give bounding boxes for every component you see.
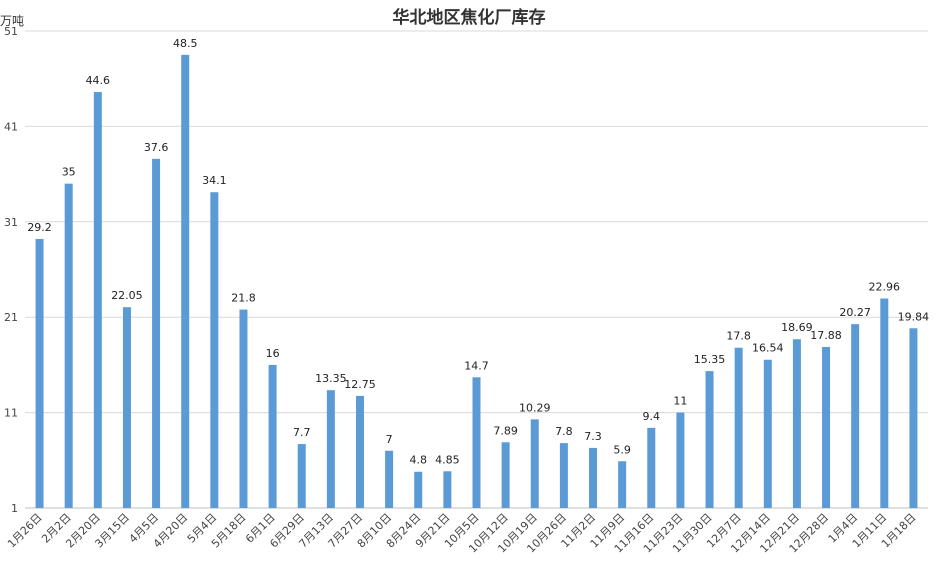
- data-label: 35: [62, 166, 76, 179]
- data-label: 5.9: [613, 443, 631, 456]
- bar: [705, 371, 714, 508]
- bar: [122, 307, 131, 508]
- data-label: 7.8: [555, 425, 573, 438]
- y-tick-label: 1: [11, 502, 18, 515]
- bars: [35, 54, 918, 509]
- data-label: 9.4: [643, 410, 661, 423]
- data-label: 7.7: [293, 426, 311, 439]
- data-label: 7: [386, 433, 393, 446]
- bar: [734, 347, 743, 508]
- bar: [414, 471, 423, 508]
- bar: [297, 444, 306, 508]
- x-axis-ticks: 1月26日2月2日2月20日3月15日4月5日4月20日5月4日5月18日6月1…: [5, 511, 918, 556]
- bar: [472, 377, 481, 508]
- data-label: 16: [266, 347, 280, 360]
- bar: [152, 158, 161, 508]
- data-label: 48.5: [173, 37, 198, 50]
- bar: [181, 54, 190, 508]
- bar: [909, 328, 918, 508]
- data-label: 17.88: [810, 329, 842, 342]
- chart-title: 华北地区焦化厂库存: [393, 7, 546, 28]
- data-label: 7.89: [493, 424, 518, 437]
- data-label: 15.35: [694, 353, 726, 366]
- data-label: 29.2: [27, 221, 52, 234]
- y-tick-label: 11: [4, 407, 18, 420]
- y-tick-label: 31: [4, 216, 18, 229]
- bar: [355, 395, 364, 508]
- data-label: 37.6: [144, 141, 169, 154]
- x-tick-label: 1月26日: [5, 511, 45, 551]
- bar: [64, 183, 73, 508]
- data-label: 44.6: [86, 74, 111, 87]
- data-label: 10.29: [519, 401, 551, 414]
- data-label: 18.69: [781, 321, 813, 334]
- y-tick-label: 41: [4, 120, 18, 133]
- data-label: 16.54: [752, 342, 784, 355]
- data-label: 11: [673, 395, 687, 408]
- data-label: 21.8: [231, 292, 256, 305]
- bar: [35, 238, 44, 509]
- data-label: 12.75: [344, 378, 376, 391]
- data-label: 7.3: [584, 430, 602, 443]
- bar: [385, 450, 394, 508]
- bar: [618, 461, 627, 508]
- bar: [559, 443, 568, 508]
- data-label: 17.8: [726, 330, 751, 343]
- data-label: 34.1: [202, 174, 227, 187]
- data-label: 4.8: [409, 454, 427, 467]
- bar: [210, 192, 219, 508]
- bar: [501, 442, 510, 508]
- bar: [530, 419, 539, 508]
- y-tick-label: 51: [4, 25, 18, 38]
- bar: [589, 447, 598, 508]
- bar: [239, 309, 248, 508]
- y-axis-unit-label: 万吨: [0, 14, 24, 28]
- bar: [443, 471, 452, 508]
- data-labels: 29.2 35 44.6 22.05 37.6 48.5 34.1 21.8 16 7.7 13.3…: [27, 37, 929, 467]
- data-label: 22.96: [869, 281, 901, 294]
- data-label: 13.35: [315, 372, 347, 385]
- bar: [822, 346, 831, 508]
- bar: [851, 324, 860, 508]
- bar: [880, 298, 889, 508]
- bar: [676, 412, 685, 508]
- y-tick-label: 21: [4, 311, 18, 324]
- data-label: 14.7: [464, 359, 489, 372]
- data-label: 4.85: [435, 453, 460, 466]
- data-label: 19.84: [898, 310, 930, 323]
- bar: [268, 364, 277, 508]
- data-label: 22.05: [111, 289, 143, 302]
- bar: [647, 427, 656, 508]
- bar: [763, 359, 772, 508]
- bar: [93, 92, 102, 508]
- bar: [326, 390, 335, 508]
- data-label: 20.27: [839, 306, 871, 319]
- bar: [792, 339, 801, 508]
